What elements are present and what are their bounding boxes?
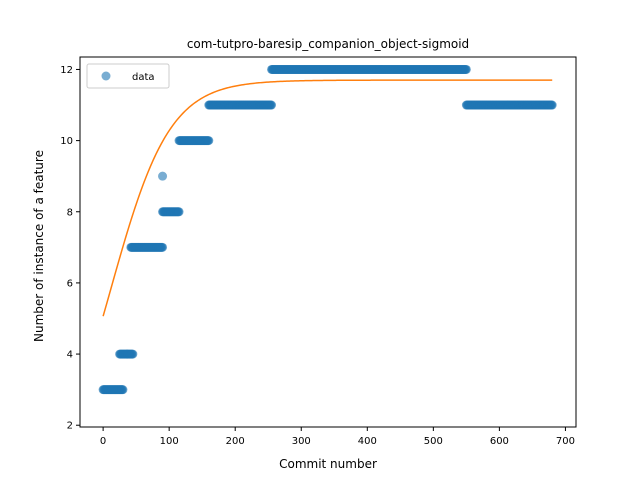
- data-point: [174, 207, 184, 217]
- y-tick-label: 2: [67, 421, 73, 432]
- data-point: [158, 242, 168, 252]
- x-tick-label: 400: [358, 436, 377, 447]
- y-tick-label: 6: [67, 278, 73, 289]
- fit-line: [102, 79, 553, 317]
- y-axis-label: Number of instance of a feature: [32, 150, 46, 342]
- x-axis-label: Commit number: [279, 457, 377, 471]
- scatter-series-data: [98, 64, 557, 395]
- chart-title: com-tutpro-baresip_companion_object-sigm…: [187, 37, 469, 51]
- legend-entry-data: data: [132, 72, 155, 83]
- legend-data-marker: [101, 71, 111, 81]
- data-point: [461, 64, 471, 74]
- x-tick-label: 700: [556, 436, 575, 447]
- y-tick-label: 10: [60, 136, 73, 147]
- y-tick-label: 4: [67, 350, 73, 361]
- data-point: [204, 136, 214, 146]
- plot-frame: [79, 56, 577, 428]
- x-tick-label: 100: [160, 436, 179, 447]
- legend: data: [86, 63, 170, 89]
- y-axis: 2 4 6 8 10 12: [60, 65, 80, 432]
- x-tick-label: 500: [424, 436, 443, 447]
- legend-box: [86, 63, 170, 89]
- y-tick-label: 8: [67, 207, 73, 218]
- data-point: [158, 171, 168, 181]
- x-tick-label: 300: [292, 436, 311, 447]
- x-tick-label: 0: [100, 436, 106, 447]
- x-tick-label: 600: [490, 436, 509, 447]
- x-tick-label: 200: [226, 436, 245, 447]
- x-axis: 0 100 200 300 400 500 600 700: [100, 427, 575, 447]
- data-point: [128, 349, 138, 359]
- plot-area: [98, 64, 557, 395]
- data-point: [118, 385, 128, 395]
- data-point: [267, 100, 277, 110]
- y-tick-label: 12: [60, 65, 73, 76]
- data-point: [547, 100, 557, 110]
